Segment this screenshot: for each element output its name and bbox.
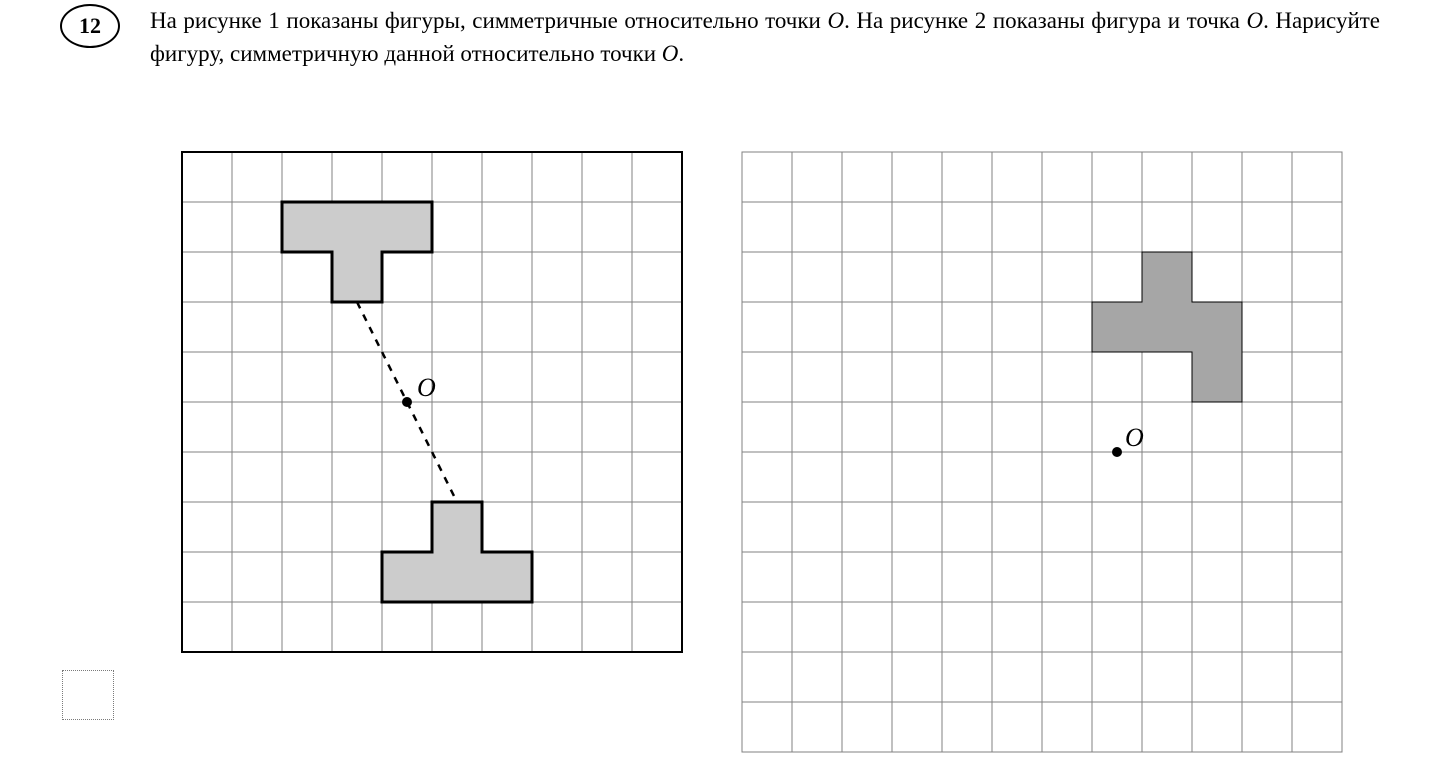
- t-O1: O: [827, 8, 844, 33]
- svg-text:O: O: [417, 373, 436, 402]
- question-number-badge: 12: [60, 4, 120, 48]
- t-line3a: точки: [600, 41, 661, 66]
- problem-text: На рисунке 1 показаны фигуры, симметричн…: [150, 4, 1380, 71]
- figures-container: OO: [180, 150, 1344, 759]
- question-number: 12: [79, 13, 101, 39]
- t-O3: O: [662, 41, 679, 66]
- svg-text:O: O: [1125, 423, 1144, 452]
- t-O2: O: [1246, 8, 1263, 33]
- answer-box: [62, 670, 114, 720]
- t-line2a: показаны фигура и точка: [993, 8, 1247, 33]
- t-line1a: На рисунке 1 показаны фигуры, симметричн…: [150, 8, 827, 33]
- t-line3b: .: [678, 41, 684, 66]
- t-line1b: . На рисунке 2: [844, 8, 986, 33]
- figures-svg: OO: [180, 150, 1344, 754]
